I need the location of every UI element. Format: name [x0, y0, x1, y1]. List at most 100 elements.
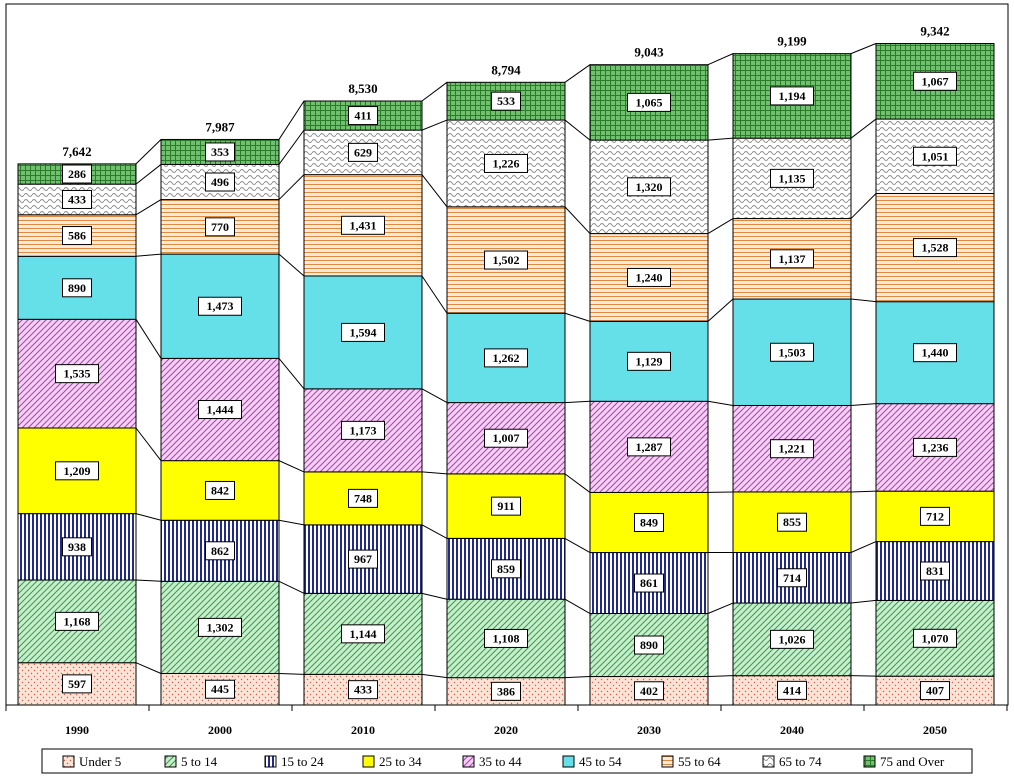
- legend-label-65-to-74: 65 to 74: [779, 754, 822, 769]
- data-label-2020-65-to-74: 1,226: [493, 156, 520, 170]
- data-label-box: [348, 549, 378, 569]
- data-label-2050-65-to-74: 1,051: [922, 149, 949, 163]
- data-label-box: [205, 142, 235, 162]
- total-label-2000: 7,987: [205, 119, 235, 134]
- connector-line: [850, 118, 877, 139]
- data-label-box: [348, 680, 378, 700]
- data-label-2050-15-to-24: 831: [926, 564, 944, 578]
- data-label-2010-under-5: 433: [354, 683, 372, 697]
- connector-line: [135, 164, 162, 185]
- data-label-box: [913, 628, 957, 648]
- data-label-box: [627, 177, 671, 197]
- data-label-2010-75-and-over: 411: [354, 109, 371, 123]
- data-label-box: [913, 146, 957, 166]
- legend-swatch-under-5: [62, 755, 75, 768]
- data-label-box: [920, 681, 950, 701]
- data-label-box: [913, 71, 957, 91]
- data-label-2030-5-to-14: 890: [640, 638, 658, 652]
- connector-line: [850, 43, 877, 55]
- connector-line: [707, 137, 734, 141]
- legend-label-55-to-64: 55 to 64: [678, 754, 721, 769]
- connector-line: [278, 672, 305, 675]
- data-label-2010-45-to-54: 1,594: [350, 325, 377, 339]
- total-label-2040: 9,199: [777, 34, 807, 49]
- data-label-2010-55-to-64: 1,431: [350, 218, 377, 232]
- data-label-box: [770, 342, 814, 362]
- legend-label-5-to-14: 5 to 14: [181, 754, 218, 769]
- connector-line: [278, 519, 305, 526]
- total-labels-group: 7,642 7,987 8,530 8,794 9,043 9,199 9,342: [62, 24, 949, 159]
- total-label-2030: 9,043: [634, 45, 664, 60]
- connector-line: [278, 129, 305, 165]
- data-label-box: [627, 351, 671, 371]
- data-label-2030-35-to-44: 1,287: [636, 440, 663, 454]
- legend-swatch-65-to-74: [762, 755, 775, 768]
- data-label-2030-75-and-over: 1,065: [636, 95, 663, 109]
- connector-line: [278, 253, 305, 277]
- data-label-1990-5-to-14: 1,168: [64, 614, 91, 628]
- connector-line: [135, 319, 162, 359]
- connector-line: [421, 81, 448, 102]
- connector-line: [421, 673, 448, 679]
- legend-label-45-to-54: 45 to 54: [579, 754, 622, 769]
- connector-line: [421, 471, 448, 475]
- data-label-box: [770, 168, 814, 188]
- connector-line: [135, 513, 162, 521]
- connector-line: [278, 100, 305, 140]
- series-connectors: [135, 43, 877, 679]
- connector-line: [707, 218, 734, 234]
- data-label-box: [491, 496, 521, 516]
- data-label-2000-75-and-over: 353: [211, 145, 229, 159]
- data-label-2010-25-to-34: 748: [354, 491, 372, 505]
- x-tick-1990: 1990: [65, 723, 89, 737]
- connector-line: [278, 358, 305, 390]
- data-label-2020-15-to-24: 859: [497, 562, 515, 576]
- legend-swatch-5-to-14: [164, 755, 177, 768]
- data-label-2030-45-to-54: 1,129: [636, 354, 663, 368]
- connector-line: [135, 139, 162, 165]
- legend-label-25-to-34: 25 to 34: [379, 754, 422, 769]
- data-label-box: [62, 189, 92, 209]
- connector-line: [850, 599, 877, 604]
- data-label-box: [627, 267, 671, 287]
- legend: Under 5 5 to 14 15 to 24 25 to 34 35 to 44 45…: [41, 748, 973, 774]
- connector-line: [564, 64, 591, 83]
- data-label-box: [913, 437, 957, 457]
- data-label-1990-35-to-44: 1,535: [64, 367, 91, 381]
- data-label-box: [484, 153, 528, 173]
- legend-swatch-45-to-54: [562, 755, 575, 768]
- x-tick-2000: 2000: [208, 723, 232, 737]
- data-label-box: [205, 480, 235, 500]
- data-label-box: [770, 439, 814, 459]
- data-label-2040-under-5: 414: [783, 683, 801, 697]
- data-label-box: [484, 250, 528, 270]
- x-tick-2020: 2020: [494, 723, 518, 737]
- connector-line: [707, 53, 734, 66]
- data-label-box: [777, 512, 807, 532]
- data-label-2030-under-5: 402: [640, 684, 658, 698]
- data-label-2050-25-to-34: 712: [926, 509, 944, 523]
- data-label-1990-45-to-54: 890: [68, 281, 86, 295]
- connector-line: [564, 537, 591, 553]
- legend-label-75-and-over: 75 and Over: [880, 754, 945, 769]
- data-label-box: [62, 537, 92, 557]
- legend-swatch-25-to-34: [362, 755, 375, 768]
- data-label-box: [484, 348, 528, 368]
- connector-line: [421, 592, 448, 600]
- connector-line: [707, 675, 734, 678]
- x-tick-2050: 2050: [923, 723, 947, 737]
- data-label-box: [491, 681, 521, 701]
- data-label-2020-under-5: 386: [497, 684, 515, 698]
- legend-swatch-75-and-over: [863, 755, 876, 768]
- x-axis: 1990 2000 2010 2020 2030 2040 2050: [5, 704, 1008, 737]
- data-label-2000-5-to-14: 1,302: [207, 620, 234, 634]
- data-label-2010-65-to-74: 629: [354, 145, 372, 159]
- connector-line: [421, 524, 448, 539]
- data-label-box: [198, 296, 242, 316]
- data-label-2020-45-to-54: 1,262: [493, 351, 520, 365]
- data-label-box: [634, 512, 664, 532]
- data-label-box: [920, 506, 950, 526]
- data-label-box: [348, 488, 378, 508]
- data-label-2030-15-to-24: 861: [640, 576, 658, 590]
- connector-line: [135, 253, 162, 257]
